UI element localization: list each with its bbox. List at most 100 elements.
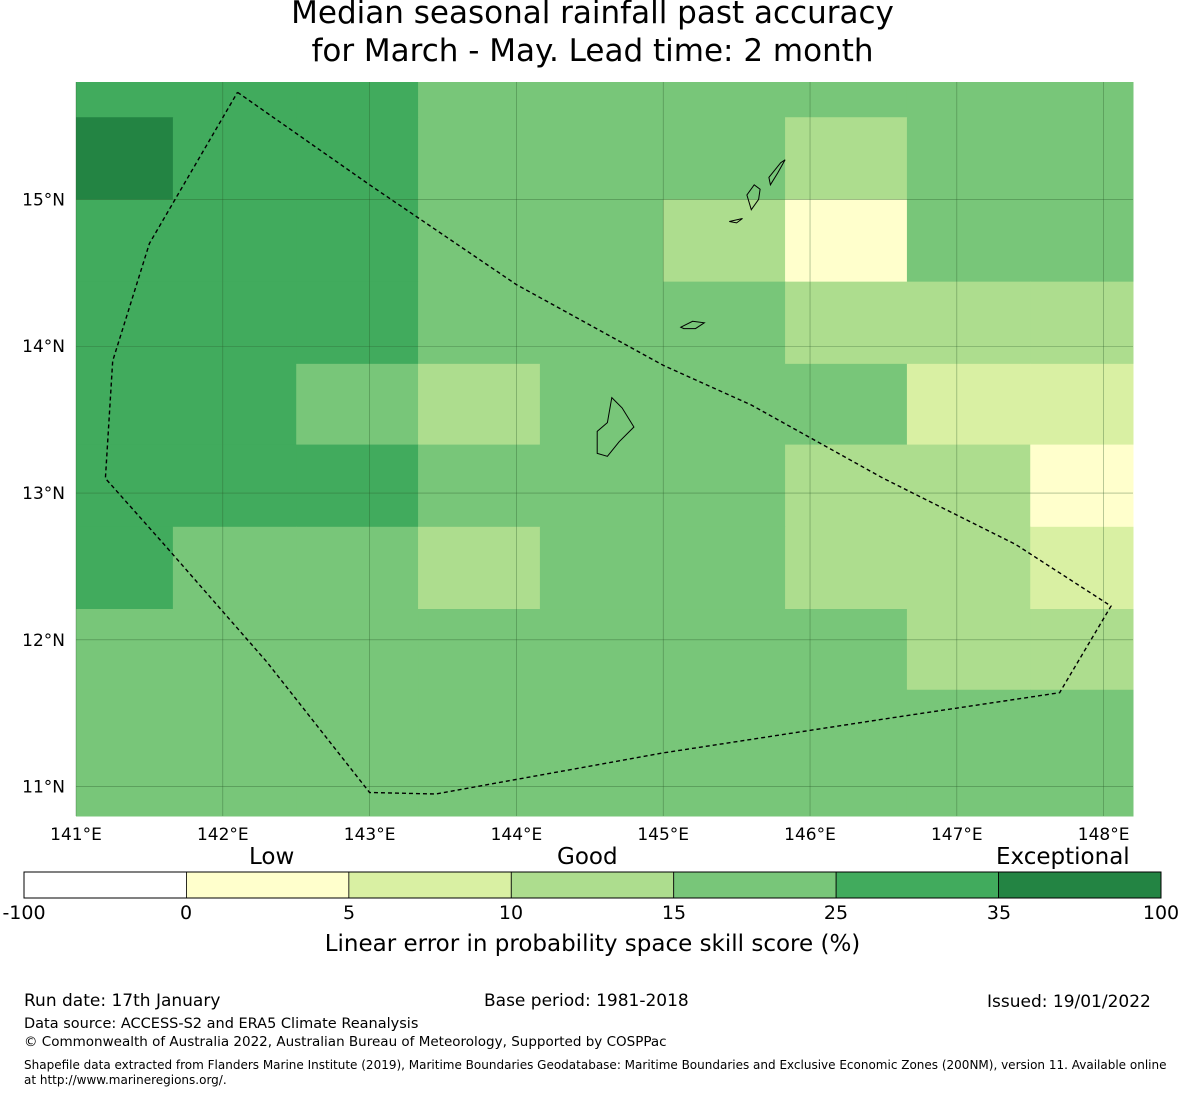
latitude-tick-label: 11°N [22, 778, 65, 798]
skill-cell [172, 609, 297, 691]
skill-cell [418, 117, 541, 200]
skill-cell [539, 609, 664, 691]
island-outline [746, 184, 761, 211]
skill-cell [785, 363, 908, 446]
skill-cell [663, 363, 786, 446]
map-title-line2: for March - May. Lead time: 2 month [311, 33, 874, 69]
skill-cell [76, 526, 174, 610]
skill-cell [539, 117, 664, 200]
skill-cell [906, 444, 1031, 528]
colorbar-title: Linear error in probability space skill … [324, 931, 861, 957]
skill-cell [172, 281, 297, 365]
colorbar-label-low: Low [249, 844, 295, 870]
skill-cell [663, 281, 786, 365]
skill-cell [663, 444, 786, 528]
colorbar-tick: 10 [498, 902, 524, 924]
longitude-tick-label: 145°E [637, 825, 689, 845]
skill-cell [1030, 689, 1134, 817]
skill-cell [1030, 609, 1134, 691]
skill-cell [1030, 281, 1134, 365]
skill-cell [418, 526, 541, 610]
skill-cell [172, 199, 297, 283]
longitude-tick-label: 146°E [784, 825, 836, 845]
skill-cell [539, 363, 664, 446]
latitude-tick-label: 13°N [22, 484, 65, 504]
shapefile-credit-line1: Shapefile data extracted from Flanders M… [24, 1058, 1167, 1072]
skill-cell [663, 609, 786, 691]
skill-cell [1030, 117, 1134, 200]
skill-cell [418, 281, 541, 365]
eez-boundary [104, 91, 1112, 795]
longitude-tick-label: 143°E [344, 825, 396, 845]
skill-cell [296, 609, 419, 691]
skill-cell [76, 199, 174, 283]
skill-cell [1030, 199, 1134, 283]
colorbar-label-exceptional: Exceptional [996, 844, 1130, 870]
map-title-line1: Median seasonal rainfall past accuracy [291, 0, 894, 31]
skill-cell [172, 444, 297, 528]
skill-cell [539, 444, 664, 528]
island-outline [596, 396, 635, 457]
skill-cell [785, 199, 908, 283]
skill-cell [1030, 82, 1134, 118]
colorbar-tick: 15 [661, 902, 687, 924]
skill-cell [906, 689, 1031, 817]
colorbar-segment [348, 871, 512, 899]
colorbar-tick: 100 [1142, 902, 1180, 924]
colorbar-tick: 25 [823, 902, 849, 924]
skill-map: 141°E 142°E 143°E 144°E 145°E 146°E 147°E 148°E… [22, 82, 1162, 899]
skill-cell [906, 609, 1031, 691]
skill-cell [539, 689, 664, 817]
shapefile-credit-line2: at http://www.marineregions.org/. [24, 1073, 227, 1087]
skill-cell [663, 199, 786, 283]
map-title: Median seasonal rainfall past accuracy f… [0, 0, 1185, 70]
skill-cell [539, 199, 664, 283]
skill-cell [785, 526, 908, 610]
skill-cell [539, 82, 664, 118]
longitude-tick-label: 148°E [1078, 825, 1130, 845]
skill-cell [906, 199, 1031, 283]
skill-cell [785, 689, 908, 817]
skill-cell [663, 689, 786, 817]
skill-cell [785, 609, 908, 691]
skill-cell [906, 82, 1031, 118]
latitude-tick-label: 12°N [22, 631, 65, 651]
longitude-tick-label: 141°E [50, 825, 102, 845]
longitude-tick-label: 142°E [197, 825, 249, 845]
colorbar-segment [835, 871, 999, 899]
skill-cell [785, 117, 908, 200]
skill-cell [172, 526, 297, 610]
skill-cell [663, 117, 786, 200]
skill-cell [785, 444, 908, 528]
skill-cell [76, 363, 174, 446]
island-outline [729, 218, 743, 224]
island-outline [679, 320, 706, 330]
skill-cell [296, 526, 419, 610]
colorbar-tick: -100 [2, 902, 46, 924]
skill-cell [76, 82, 174, 118]
skill-cell [296, 363, 419, 446]
skill-cell [418, 363, 541, 446]
skill-cell [663, 82, 786, 118]
skill-cell [418, 82, 541, 118]
base-period: Base period: 1981-2018 [484, 991, 689, 1011]
skill-cell [296, 117, 419, 200]
latitude-tick-label: 14°N [22, 337, 65, 357]
skill-cell [418, 689, 541, 817]
colorbar-segment [510, 871, 675, 899]
skill-cell [172, 363, 297, 446]
colorbar-segment [23, 871, 187, 899]
skill-cell [296, 199, 419, 283]
colorbar-segment [186, 871, 350, 899]
copyright: © Commonwealth of Australia 2022, Austra… [24, 1034, 667, 1050]
skill-cell [539, 526, 664, 610]
skill-cell [418, 199, 541, 283]
colorbar-frame [23, 871, 1162, 899]
skill-cell [906, 363, 1031, 446]
run-date: Run date: 17th January [24, 991, 221, 1011]
colorbar-segment [673, 871, 837, 899]
skill-cell [1030, 526, 1134, 610]
skill-cell [539, 281, 664, 365]
skill-cell [418, 444, 541, 528]
data-source: Data source: ACCESS-S2 and ERA5 Climate … [24, 1016, 419, 1032]
